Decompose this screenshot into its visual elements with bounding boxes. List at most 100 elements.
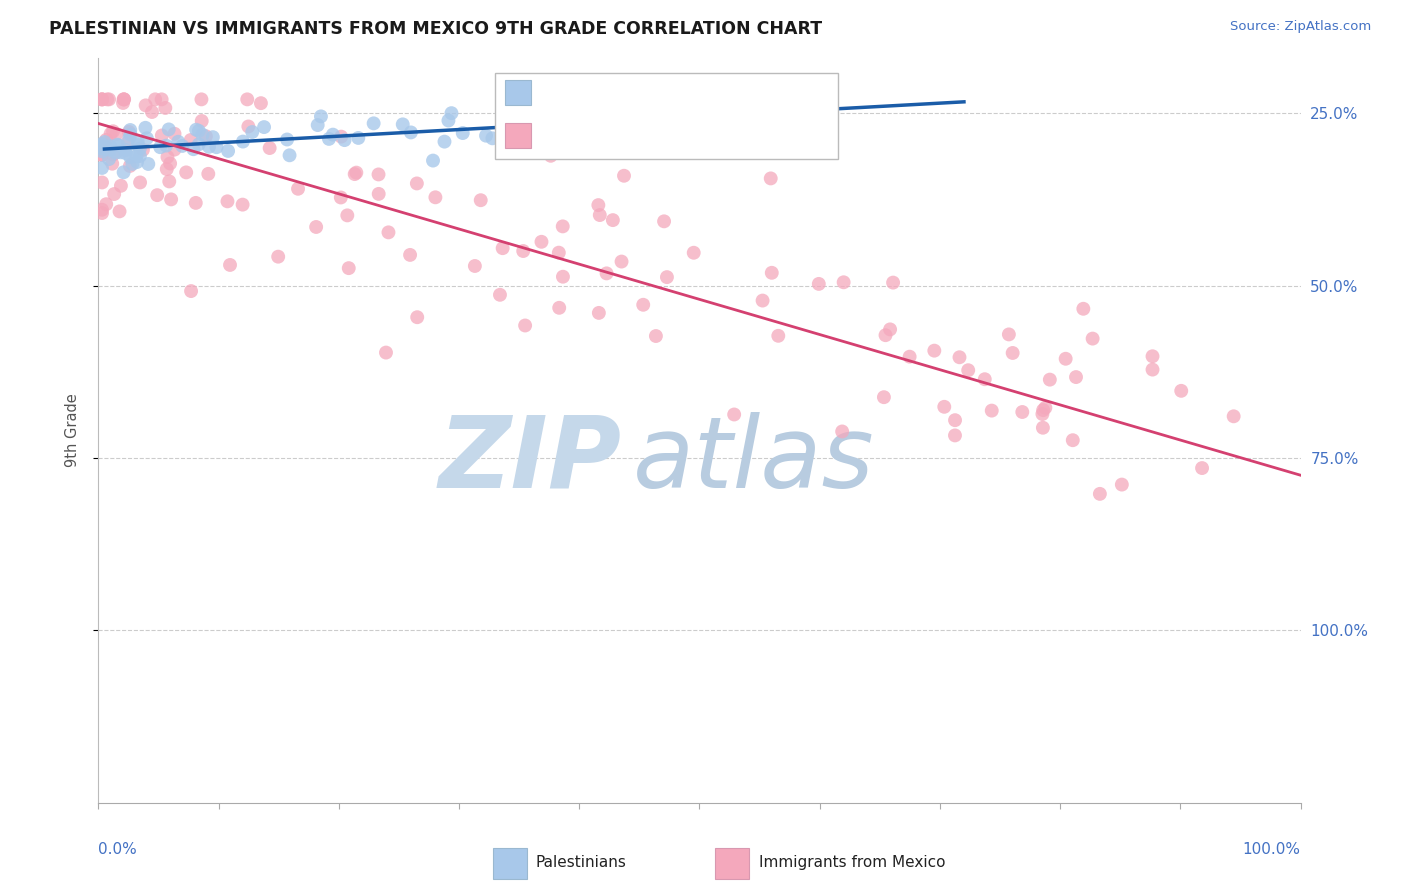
- Point: [831, 425, 853, 439]
- Point: [91, 206, 114, 220]
- Point: [440, 106, 463, 120]
- Point: [91, 148, 114, 162]
- Point: [101, 147, 124, 161]
- Point: [197, 167, 219, 181]
- Point: [155, 138, 177, 153]
- Point: [363, 116, 385, 130]
- Point: [149, 140, 172, 154]
- Point: [768, 328, 790, 343]
- Point: [540, 149, 562, 163]
- Point: [156, 150, 179, 164]
- Point: [422, 153, 444, 168]
- Point: [183, 142, 205, 156]
- Point: [305, 219, 328, 234]
- Point: [219, 258, 242, 272]
- Point: [217, 144, 239, 158]
- Point: [114, 143, 136, 157]
- Point: [112, 165, 135, 179]
- Point: [267, 250, 290, 264]
- Point: [481, 131, 503, 145]
- Point: [451, 126, 474, 140]
- Point: [96, 92, 118, 106]
- Point: [433, 135, 456, 149]
- Point: [873, 390, 896, 404]
- Point: [205, 140, 228, 154]
- Point: [121, 157, 143, 171]
- Point: [146, 188, 169, 202]
- Point: [367, 186, 389, 201]
- Point: [333, 133, 356, 147]
- Point: [1170, 384, 1192, 398]
- Point: [98, 143, 121, 157]
- Point: [588, 306, 610, 320]
- Point: [107, 138, 129, 153]
- Point: [347, 131, 370, 145]
- Point: [1111, 477, 1133, 491]
- Point: [470, 193, 492, 207]
- Point: [101, 157, 124, 171]
- Point: [201, 130, 224, 145]
- Point: [602, 213, 624, 227]
- Point: [973, 372, 995, 386]
- Text: ZIP: ZIP: [439, 412, 621, 508]
- Point: [318, 132, 340, 146]
- Point: [187, 137, 209, 152]
- Point: [287, 182, 309, 196]
- Point: [98, 152, 121, 166]
- Point: [135, 131, 157, 145]
- Point: [110, 145, 132, 160]
- Point: [344, 166, 367, 180]
- Point: [98, 92, 121, 106]
- Point: [492, 241, 515, 255]
- Text: Immigrants from Mexico: Immigrants from Mexico: [759, 855, 945, 870]
- Point: [943, 413, 966, 427]
- Point: [375, 345, 398, 359]
- Point: [184, 195, 207, 210]
- Y-axis label: 9th Grade: 9th Grade: [65, 393, 80, 467]
- Point: [1011, 405, 1033, 419]
- Point: [129, 176, 152, 190]
- Point: [98, 139, 121, 153]
- Point: [104, 145, 127, 160]
- Point: [464, 259, 486, 273]
- Point: [882, 276, 904, 290]
- Point: [391, 117, 413, 131]
- Point: [406, 310, 429, 325]
- Point: [129, 149, 152, 163]
- Point: [948, 351, 970, 365]
- Point: [93, 135, 115, 149]
- Point: [1031, 407, 1053, 421]
- Point: [132, 143, 155, 157]
- Point: [278, 148, 301, 162]
- Bar: [716, 848, 749, 879]
- Point: [112, 92, 135, 106]
- Point: [489, 287, 512, 301]
- Point: [631, 298, 654, 312]
- Point: [1062, 434, 1084, 448]
- Point: [337, 261, 360, 276]
- Point: [114, 146, 136, 161]
- Point: [879, 322, 901, 336]
- Point: [1001, 346, 1024, 360]
- Point: [91, 161, 114, 175]
- Point: [96, 197, 118, 211]
- Bar: [492, 848, 527, 879]
- Point: [112, 92, 135, 106]
- Point: [136, 157, 159, 171]
- Point: [652, 214, 675, 228]
- Point: [343, 167, 366, 181]
- Point: [943, 428, 966, 442]
- Point: [155, 101, 177, 115]
- Point: [399, 248, 422, 262]
- Point: [91, 92, 114, 106]
- Point: [832, 275, 855, 289]
- Point: [172, 139, 194, 153]
- Point: [91, 92, 114, 106]
- Point: [682, 245, 704, 260]
- Point: [1039, 373, 1062, 387]
- Point: [117, 136, 139, 150]
- Point: [156, 162, 179, 177]
- Text: atlas: atlas: [633, 412, 875, 508]
- Point: [330, 129, 353, 144]
- Point: [1088, 487, 1111, 501]
